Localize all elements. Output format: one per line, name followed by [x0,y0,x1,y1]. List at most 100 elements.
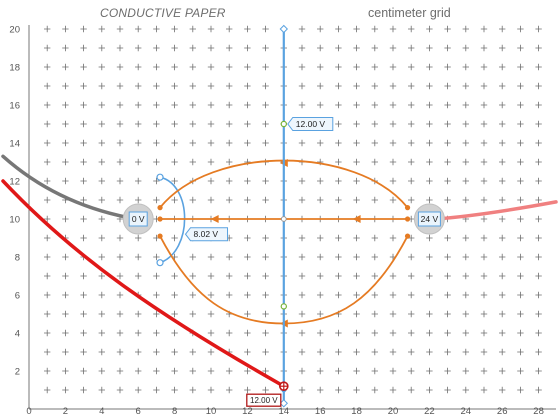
grid-mark [135,310,142,318]
equipotential-endpoint[interactable] [156,173,164,181]
grid-mark [298,386,306,394]
grid-mark [480,139,488,147]
grid-mark [499,82,506,90]
grid-mark [171,234,178,242]
grid-mark [153,82,160,90]
grid-mark [444,234,451,242]
electrode-label: 0 V [132,214,145,224]
pink-wire[interactable] [434,200,558,221]
grid-mark [462,101,469,109]
grid-mark [135,348,142,356]
grid-mark [499,329,506,337]
grid-mark [226,272,233,280]
grid-mark [462,367,469,375]
grid-mark [44,310,51,318]
grid-mark [80,177,87,185]
grid-mark [244,310,251,318]
grid-mark [171,44,178,52]
grid-mark [444,291,451,299]
electrode-24v[interactable]: 24 V [413,203,445,235]
probe-tip[interactable] [278,381,289,392]
grid-mark [517,196,524,204]
grid-mark [444,348,451,356]
grid-mark [207,44,215,52]
grid-mark [171,177,178,185]
grid-mark [262,310,269,318]
grid-mark [499,139,506,147]
grid-mark [44,82,51,90]
grid-mark [462,291,469,299]
probe-handle-bottom[interactable] [279,399,289,408]
grid-mark [44,272,51,280]
y-tick-label: 12 [9,177,20,188]
grid-mark [262,101,269,109]
grid-mark [389,101,397,109]
grid-mark [116,386,124,394]
grid-mark [517,177,524,185]
grid-mark [389,291,397,299]
grid-mark [444,63,451,71]
red-wire[interactable] [1,179,286,388]
grid-mark [80,329,87,337]
grid-mark [153,272,160,280]
grid-mark [517,63,524,71]
grid-mark [116,291,124,299]
grid-mark [480,291,488,299]
grid-mark [44,196,51,204]
grid-mark [462,82,469,90]
x-tick-label: 20 [388,406,399,417]
grid-mark [535,348,542,356]
grid-mark [462,120,469,128]
grid-mark [499,291,506,299]
grid-mark [517,348,524,356]
grid-mark [444,25,451,33]
gray-wire[interactable] [1,154,133,220]
electrode-0v[interactable]: 0 V [122,203,154,235]
grid-mark [535,272,542,280]
x-tick-label: 22 [424,406,435,417]
grid-mark [335,158,342,166]
grid-mark [535,120,542,128]
grid-mark [44,44,51,52]
grid-mark [171,120,178,128]
grid-mark [80,291,87,299]
grid-mark [244,177,251,185]
grid-mark [153,196,160,204]
grid-mark [371,386,378,394]
grid-mark [444,310,451,318]
grid-mark [444,101,451,109]
grid-mark [98,82,105,90]
grid-mark [98,386,105,394]
grid-mark [535,253,542,261]
grid-mark [244,234,251,242]
x-tick-label: 26 [497,406,508,417]
probe-point [280,216,287,222]
grid-mark [189,158,196,166]
electrode-label-box [128,211,148,227]
field-arrow [210,215,219,223]
grid-mark [389,177,397,185]
grid-mark [517,44,524,52]
grid-mark [499,63,506,71]
equipotential-endpoint[interactable] [156,259,164,267]
grid-mark [535,367,542,375]
grid-mark [371,348,378,356]
grid-mark [317,348,324,356]
x-tick-labels: 0 2 4 6 8 10 12 14 16 18 20 22 24 26 28 [26,406,544,417]
grid-mark [499,234,506,242]
grid-mark [408,25,415,33]
grid-mark [298,139,306,147]
grid-mark [408,386,415,394]
probe-handle-top[interactable] [279,24,289,34]
grid-mark [462,63,469,71]
grid-mark [517,234,524,242]
grid-mark [298,272,306,280]
grid-mark [153,139,160,147]
grid-mark [98,139,105,147]
grid-mark [499,196,506,204]
grid-mark [226,44,233,52]
grid-mark [371,82,378,90]
grid-mark [335,253,342,261]
grid-mark [153,25,160,33]
